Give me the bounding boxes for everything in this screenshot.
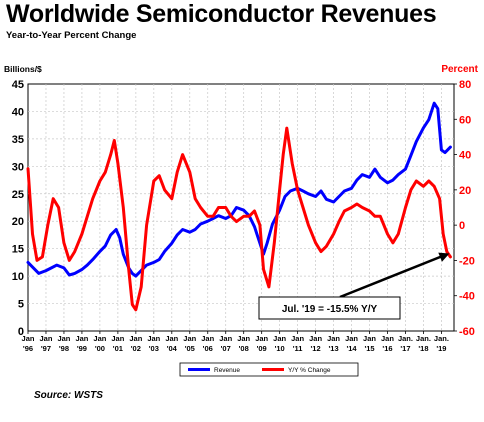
x-tick-label-month: Jan (129, 334, 142, 343)
x-tick-label-year: '11 (293, 344, 303, 353)
left-tick-label: 45 (12, 79, 24, 91)
x-tick-label-month: Jan (309, 334, 322, 343)
x-tick-label-year: '14 (346, 344, 357, 353)
legend-change-label: Y/Y % Change (288, 367, 331, 374)
annotation-box (258, 296, 401, 320)
right-axis-label: Percent (441, 64, 478, 75)
x-tick-label-year: '15 (364, 344, 374, 353)
x-tick-label-month: Jan (363, 334, 376, 343)
x-tick-label-month: Jan (273, 334, 286, 343)
x-tick-label-month: Jan (165, 334, 178, 343)
yoy-change-line (26, 126, 452, 312)
x-tick-label-year: '01 (113, 344, 123, 353)
left-axis: 0 5 10 15 20 25 30 35 40 45 (12, 79, 24, 338)
source-note: Source: WSTS (34, 390, 103, 401)
x-tick-label-year: '18 (418, 344, 428, 353)
x-tick-label-month: Jan (111, 334, 124, 343)
annotation-label: Jul. '19 = -15.5% Y/Y (282, 304, 378, 315)
x-tick-label-year: '02 (131, 344, 141, 353)
right-axis: -60 -40 -20 0 20 40 60 80 (454, 79, 475, 338)
x-tick-label-year: '08 (239, 344, 249, 353)
x-tick-label-month: Jan (22, 334, 35, 343)
gridlines (28, 84, 454, 331)
x-tick-label-month: Jan (381, 334, 394, 343)
left-tick-label: 35 (12, 134, 24, 146)
x-tick-label-month: Jan. (434, 334, 449, 343)
x-tick-label-month: Jan (147, 334, 160, 343)
x-tick-label-month: Jan (183, 334, 196, 343)
page-subtitle: Year-to-Year Percent Change (6, 30, 137, 41)
x-tick-label-year: '99 (77, 344, 87, 353)
right-tick-label: 0 (459, 220, 465, 232)
annotation-arrow-line (339, 253, 447, 299)
x-axis: Jan'96Jan'97Jan'98Jan'99Jan'00Jan'01Jan'… (22, 331, 449, 353)
x-tick-label-year: '12 (311, 344, 321, 353)
x-tick-label-year: '10 (275, 344, 285, 353)
x-tick-label-month: Jan (57, 334, 70, 343)
legend-revenue-label: Revenue (214, 367, 240, 374)
left-tick-label: 15 (12, 244, 24, 256)
right-tick-label: 20 (459, 185, 471, 197)
x-tick-label-year: '96 (23, 344, 33, 353)
left-tick-label: 20 (12, 216, 24, 228)
x-tick-label-year: '19 (436, 344, 446, 353)
x-tick-label-year: '00 (95, 344, 105, 353)
x-tick-label-month: Jan (75, 334, 88, 343)
left-tick-label: 10 (12, 271, 24, 283)
right-tick-label: -20 (459, 255, 475, 267)
left-tick-label: 0 (18, 326, 24, 338)
annotation: Jul. '19 = -15.5% Y/Y (258, 252, 450, 320)
left-tick-label: 30 (12, 161, 24, 173)
x-tick-label-month: Jan. (416, 334, 431, 343)
left-tick-label: 5 (18, 299, 24, 311)
right-tick-label: 60 (459, 114, 471, 126)
right-tick-label: 40 (459, 150, 471, 162)
x-tick-label-month: Jan (291, 334, 304, 343)
x-tick-label-month: Jan (327, 334, 340, 343)
x-tick-label-year: '03 (149, 344, 159, 353)
x-tick-label-month: Jan. (398, 334, 413, 343)
x-tick-label-year: '07 (221, 344, 231, 353)
left-tick-label: 40 (12, 106, 24, 118)
x-tick-label-year: '04 (167, 344, 178, 353)
x-tick-label-month: Jan (345, 334, 358, 343)
x-tick-label-month: Jan (201, 334, 214, 343)
x-tick-label-month: Jan (237, 334, 250, 343)
revenue-line (26, 101, 452, 278)
annotation-arrow-head (438, 252, 450, 262)
x-tick-label-year: '17 (400, 344, 410, 353)
right-tick-label: 80 (459, 79, 471, 91)
legend: Revenue Y/Y % Change (179, 362, 359, 377)
x-tick-label-month: Jan (219, 334, 232, 343)
left-tick-label: 25 (12, 189, 24, 201)
x-tick-label-year: '06 (203, 344, 213, 353)
x-tick-label-year: '05 (185, 344, 195, 353)
series-layer (26, 101, 452, 312)
x-tick-label-month: Jan (255, 334, 268, 343)
x-tick-label-year: '97 (41, 344, 51, 353)
x-tick-label-month: Jan (40, 334, 53, 343)
x-tick-label-year: '13 (328, 344, 338, 353)
right-tick-label: -60 (459, 326, 475, 338)
x-tick-label-year: '09 (257, 344, 267, 353)
x-tick-label-year: '16 (382, 344, 392, 353)
plot-area (27, 83, 455, 332)
right-tick-label: -40 (459, 291, 475, 303)
page-title: Worldwide Semiconductor Revenues (6, 0, 437, 28)
x-tick-label-month: Jan (93, 334, 106, 343)
x-tick-label-year: '98 (59, 344, 69, 353)
left-axis-label: Billions/$ (4, 64, 42, 74)
